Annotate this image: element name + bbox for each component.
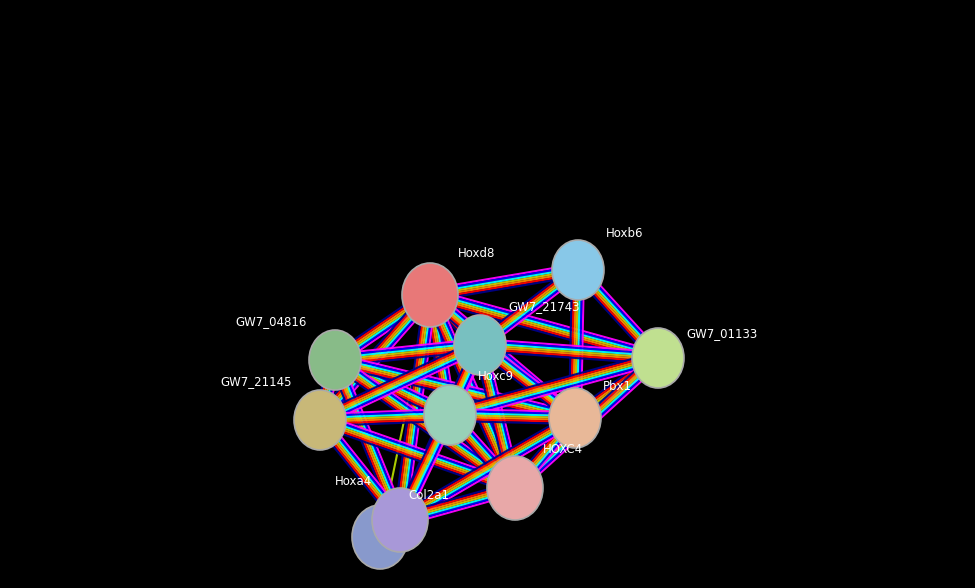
Ellipse shape: [632, 328, 684, 388]
Text: GW7_04816: GW7_04816: [236, 315, 307, 328]
Ellipse shape: [549, 388, 601, 448]
Ellipse shape: [294, 390, 346, 450]
Text: HOXC4: HOXC4: [543, 443, 583, 456]
Ellipse shape: [552, 240, 604, 300]
Ellipse shape: [487, 456, 543, 520]
Ellipse shape: [352, 505, 408, 569]
Text: Col2a1: Col2a1: [408, 489, 449, 502]
Text: Hoxd8: Hoxd8: [458, 247, 495, 260]
Text: GW7_01133: GW7_01133: [686, 327, 758, 340]
Ellipse shape: [372, 488, 428, 552]
Text: Pbx1: Pbx1: [603, 380, 632, 393]
Ellipse shape: [454, 315, 506, 375]
Ellipse shape: [424, 385, 476, 445]
Text: GW7_21145: GW7_21145: [220, 375, 292, 388]
Text: Hoxb6: Hoxb6: [606, 227, 644, 240]
Text: GW7_21743: GW7_21743: [508, 300, 579, 313]
Text: Hoxc9: Hoxc9: [478, 370, 514, 383]
Ellipse shape: [402, 263, 458, 327]
Text: Hoxa4: Hoxa4: [334, 475, 372, 488]
Ellipse shape: [309, 330, 361, 390]
